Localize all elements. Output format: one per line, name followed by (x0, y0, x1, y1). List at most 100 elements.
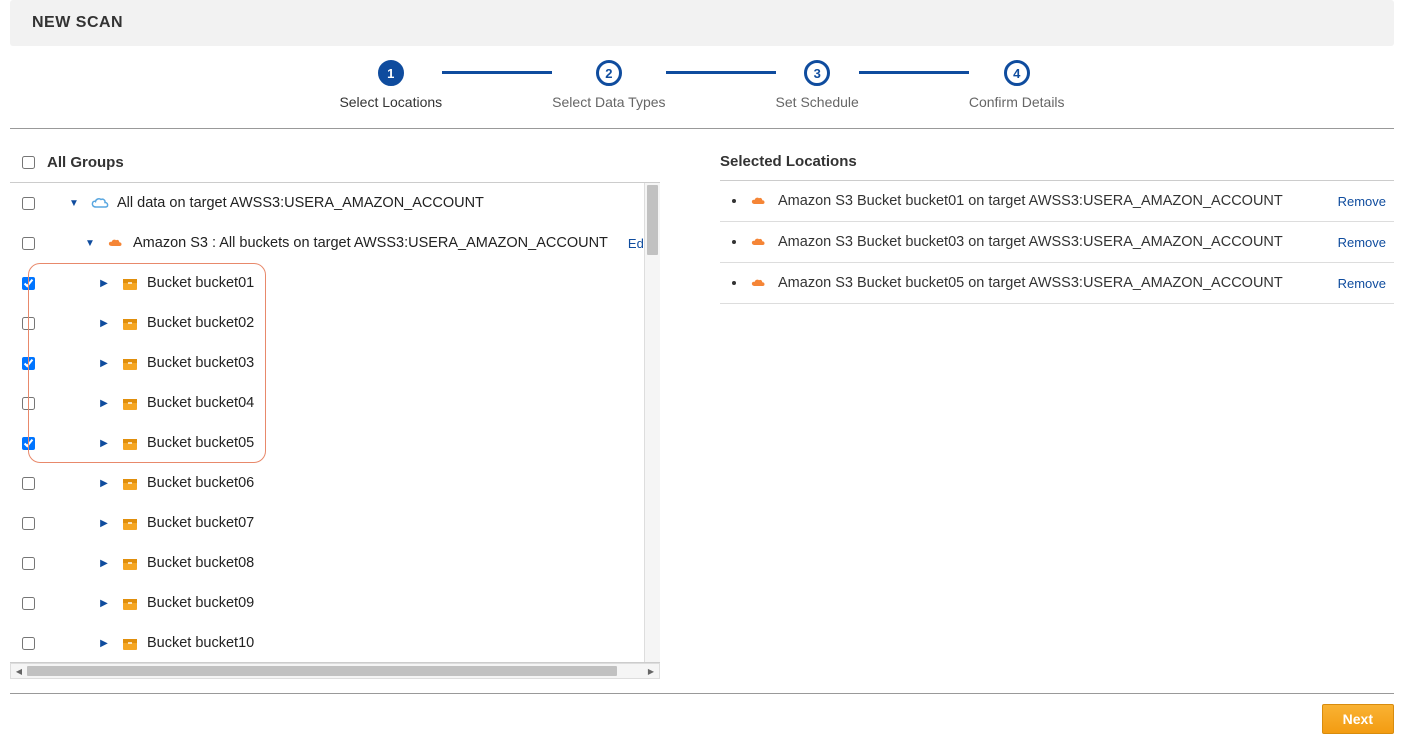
step-number: 2 (596, 60, 622, 86)
page-title: NEW SCAN (32, 14, 123, 31)
tree-row: Bucket bucket03 (10, 343, 660, 383)
row-checkbox[interactable] (22, 317, 35, 330)
caret-right-icon[interactable] (97, 318, 111, 329)
tree-row: Bucket bucket10 (10, 623, 660, 662)
wizard-step[interactable]: 3Set Schedule (776, 60, 859, 110)
row-checkbox[interactable] (22, 357, 35, 370)
tree-node-label[interactable]: Bucket bucket09 (147, 595, 254, 611)
caret-down-icon[interactable] (83, 238, 97, 249)
caret-right-icon[interactable] (97, 558, 111, 569)
all-groups-header: All Groups (10, 149, 660, 183)
remove-link[interactable]: Remove (1338, 276, 1394, 291)
vertical-scrollbar[interactable] (644, 183, 660, 662)
caret-right-icon[interactable] (97, 398, 111, 409)
selected-locations-header: Selected Locations (720, 149, 1394, 181)
row-checkbox[interactable] (22, 197, 35, 210)
row-checkbox[interactable] (22, 437, 35, 450)
page-header: NEW SCAN (10, 0, 1394, 46)
tree-node-label[interactable]: Bucket bucket06 (147, 475, 254, 491)
remove-link[interactable]: Remove (1338, 235, 1394, 250)
tree-node-label[interactable]: Bucket bucket01 (147, 275, 254, 291)
row-checkbox[interactable] (22, 477, 35, 490)
tree-node-label[interactable]: Amazon S3 : All buckets on target AWSS3:… (133, 235, 608, 251)
wizard-stepper: 1 Select Locations 2 Select Data Types 3Set … (10, 60, 1394, 110)
scroll-left-arrow-icon[interactable]: ◀ (11, 664, 27, 678)
remove-link[interactable]: Remove (1338, 194, 1394, 209)
bullet-icon (732, 240, 736, 244)
step-label: Confirm Details (969, 94, 1065, 110)
wizard-step[interactable]: 4 Confirm Details (969, 60, 1065, 110)
tree-row: Bucket bucket04 (10, 383, 660, 423)
bucket-icon (121, 475, 139, 491)
divider (10, 693, 1394, 694)
tree-row: Bucket bucket06 (10, 463, 660, 503)
step-label: Select Locations (339, 94, 442, 110)
selected-location-label: Amazon S3 Bucket bucket05 on target AWSS… (778, 275, 1338, 291)
bucket-icon (121, 595, 139, 611)
all-groups-label: All Groups (47, 154, 124, 171)
selected-location-row: Amazon S3 Bucket bucket03 on target AWSS… (720, 222, 1394, 263)
aws-icon (750, 234, 768, 250)
caret-right-icon[interactable] (97, 638, 111, 649)
caret-right-icon[interactable] (97, 518, 111, 529)
tree-row: Amazon S3 : All buckets on target AWSS3:… (10, 223, 660, 263)
scroll-right-arrow-icon[interactable]: ▶ (643, 664, 659, 678)
aws-icon (750, 275, 768, 291)
selected-location-row: Amazon S3 Bucket bucket01 on target AWSS… (720, 181, 1394, 222)
step-connector (859, 71, 969, 74)
all-groups-checkbox[interactable] (22, 156, 35, 169)
step-number: 1 (378, 60, 404, 86)
tree-node-label[interactable]: Bucket bucket04 (147, 395, 254, 411)
selected-locations-list: Amazon S3 Bucket bucket01 on target AWSS… (720, 181, 1394, 304)
tree-row: Bucket bucket09 (10, 583, 660, 623)
row-checkbox[interactable] (22, 557, 35, 570)
wizard-step[interactable]: 1 Select Locations (339, 60, 442, 110)
aws-icon (750, 193, 768, 209)
row-checkbox[interactable] (22, 397, 35, 410)
row-checkbox[interactable] (22, 277, 35, 290)
next-button[interactable]: Next (1322, 704, 1394, 734)
bucket-icon (121, 635, 139, 651)
row-checkbox[interactable] (22, 237, 35, 250)
caret-right-icon[interactable] (97, 438, 111, 449)
step-label: Select Data Types (552, 94, 665, 110)
step-number: 3 (804, 60, 830, 86)
bucket-icon (121, 555, 139, 571)
bucket-icon (121, 395, 139, 411)
row-checkbox[interactable] (22, 637, 35, 650)
scrollbar-thumb[interactable] (647, 185, 658, 255)
row-checkbox[interactable] (22, 517, 35, 530)
tree-row: Bucket bucket01 (10, 263, 660, 303)
selected-location-label: Amazon S3 Bucket bucket03 on target AWSS… (778, 234, 1338, 250)
row-checkbox[interactable] (22, 597, 35, 610)
caret-right-icon[interactable] (97, 598, 111, 609)
tree-node-label[interactable]: Bucket bucket02 (147, 315, 254, 331)
tree-node-label[interactable]: All data on target AWSS3:USERA_AMAZON_AC… (117, 195, 484, 211)
bullet-icon (732, 199, 736, 203)
wizard-step[interactable]: 2 Select Data Types (552, 60, 665, 110)
bucket-icon (121, 515, 139, 531)
caret-right-icon[interactable] (97, 478, 111, 489)
bucket-icon (121, 355, 139, 371)
aws-icon (107, 235, 125, 251)
selected-locations-title: Selected Locations (720, 153, 857, 170)
caret-down-icon[interactable] (67, 198, 81, 209)
step-number: 4 (1004, 60, 1030, 86)
tree-node-label[interactable]: Bucket bucket07 (147, 515, 254, 531)
tree-node-label[interactable]: Bucket bucket08 (147, 555, 254, 571)
tree-row: Bucket bucket05 (10, 423, 660, 463)
tree-row: Bucket bucket07 (10, 503, 660, 543)
tree-node-label[interactable]: Bucket bucket03 (147, 355, 254, 371)
scrollbar-thumb[interactable] (27, 666, 617, 676)
step-connector (442, 71, 552, 74)
tree-node-label[interactable]: Bucket bucket05 (147, 435, 254, 451)
horizontal-scrollbar[interactable]: ◀ ▶ (10, 663, 660, 679)
caret-right-icon[interactable] (97, 278, 111, 289)
caret-right-icon[interactable] (97, 358, 111, 369)
bucket-icon (121, 315, 139, 331)
divider (10, 128, 1394, 129)
tree-row: Bucket bucket08 (10, 543, 660, 583)
selected-location-label: Amazon S3 Bucket bucket01 on target AWSS… (778, 193, 1338, 209)
tree-row: Bucket bucket02 (10, 303, 660, 343)
tree-node-label[interactable]: Bucket bucket10 (147, 635, 254, 651)
